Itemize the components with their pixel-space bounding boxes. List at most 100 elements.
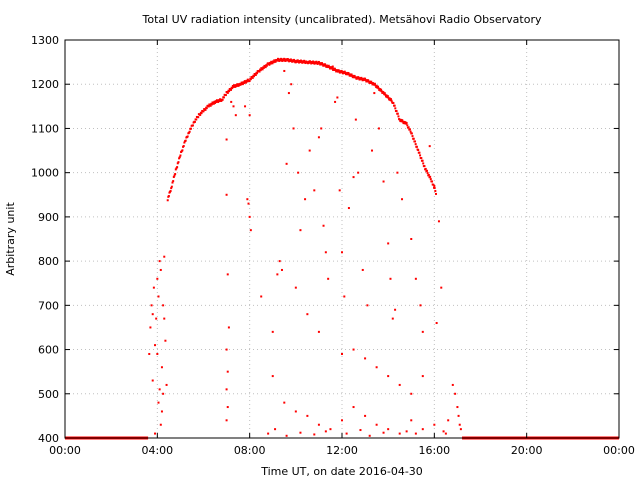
envelope-point (405, 121, 408, 124)
scatter-point (313, 189, 316, 192)
envelope-point (379, 89, 382, 92)
envelope-point (384, 93, 387, 96)
y-tick-label: 1200 (31, 78, 59, 91)
envelope-point (414, 140, 417, 143)
envelope-point (414, 143, 417, 146)
scatter-point (232, 105, 235, 108)
envelope-point (382, 91, 385, 94)
y-tick-label: 600 (38, 344, 59, 357)
scatter-point (260, 295, 263, 298)
envelope-point (189, 127, 192, 130)
scatter-point (299, 431, 302, 434)
envelope-point (293, 60, 296, 63)
envelope-point (381, 91, 384, 94)
scatter-point (382, 431, 385, 434)
scatter-point (155, 317, 158, 320)
scatter-point (159, 423, 162, 426)
scatter-point (162, 392, 165, 395)
scatter-point (401, 198, 404, 201)
scatter-point (306, 313, 309, 316)
x-tick-label: 08:00 (234, 444, 266, 457)
scatter-point (158, 388, 161, 391)
envelope-point (400, 120, 403, 123)
scatter-point (341, 419, 343, 422)
envelope-point (408, 128, 411, 131)
envelope-point (423, 165, 426, 168)
envelope-point (175, 167, 178, 170)
envelope-point (380, 90, 383, 93)
envelope-point (319, 63, 322, 66)
envelope-point (252, 75, 255, 78)
envelope-point (212, 102, 215, 105)
envelope-point (224, 94, 227, 97)
y-tick-label: 1300 (31, 34, 59, 47)
envelope-point (200, 112, 203, 115)
envelope-point (399, 120, 402, 123)
scatter-point (433, 423, 436, 426)
envelope-point (359, 78, 362, 81)
envelope-point (193, 120, 196, 123)
envelope-point (392, 101, 395, 104)
envelope-point (425, 169, 428, 172)
envelope-point (385, 94, 388, 97)
envelope-point (307, 62, 310, 65)
envelope-point (179, 154, 182, 157)
scatter-point (294, 286, 297, 289)
scatter-point (271, 330, 274, 333)
envelope-point (195, 118, 198, 121)
envelope-point (368, 81, 371, 84)
scatter-point (287, 92, 290, 95)
scatter-point (338, 189, 341, 192)
envelope-point (426, 172, 429, 175)
envelope-point (401, 119, 404, 122)
scatter-point (456, 406, 459, 409)
envelope-point (248, 79, 251, 82)
envelope-point (297, 60, 300, 63)
envelope-point (419, 154, 422, 157)
scatter-point (336, 96, 339, 99)
scatter-point (421, 428, 424, 431)
envelope-point (356, 77, 359, 80)
scatter-point (368, 434, 371, 437)
envelope-point (312, 60, 315, 63)
envelope-point (269, 62, 272, 65)
envelope-point (337, 69, 340, 72)
envelope-point (432, 183, 435, 186)
envelope-point (173, 174, 176, 177)
envelope-point (188, 130, 191, 133)
envelope-point (238, 83, 241, 86)
envelope-point (222, 96, 225, 99)
scatter-point (290, 83, 293, 86)
envelope-point (427, 173, 430, 176)
envelope-point (166, 199, 169, 202)
envelope-point (167, 195, 170, 198)
scatter-point (304, 198, 307, 201)
envelope-point (309, 61, 312, 64)
envelope-point (383, 93, 386, 96)
envelope-point (342, 70, 345, 73)
scatter-point (331, 65, 334, 68)
scatter-point (405, 430, 408, 433)
envelope-point (366, 80, 369, 83)
envelope-point (362, 79, 365, 82)
envelope-point (285, 58, 288, 61)
envelope-point (351, 76, 354, 79)
envelope-point (254, 73, 257, 76)
envelope-point (338, 71, 341, 74)
scatter-point (225, 138, 228, 141)
envelope-point (373, 82, 376, 85)
envelope-point (346, 73, 349, 76)
envelope-point (424, 167, 427, 170)
scatter-point (447, 419, 450, 422)
scatter-point (317, 330, 320, 333)
scatter-point (352, 406, 355, 409)
scatter-point (248, 215, 251, 218)
scatter-point (391, 317, 394, 320)
envelope-point (340, 69, 343, 72)
scatter-point (157, 295, 160, 298)
scatter-point (324, 251, 327, 254)
scatter-point (343, 295, 346, 298)
envelope-point (332, 67, 335, 70)
envelope-point (321, 63, 324, 66)
scatter-point (149, 326, 152, 329)
